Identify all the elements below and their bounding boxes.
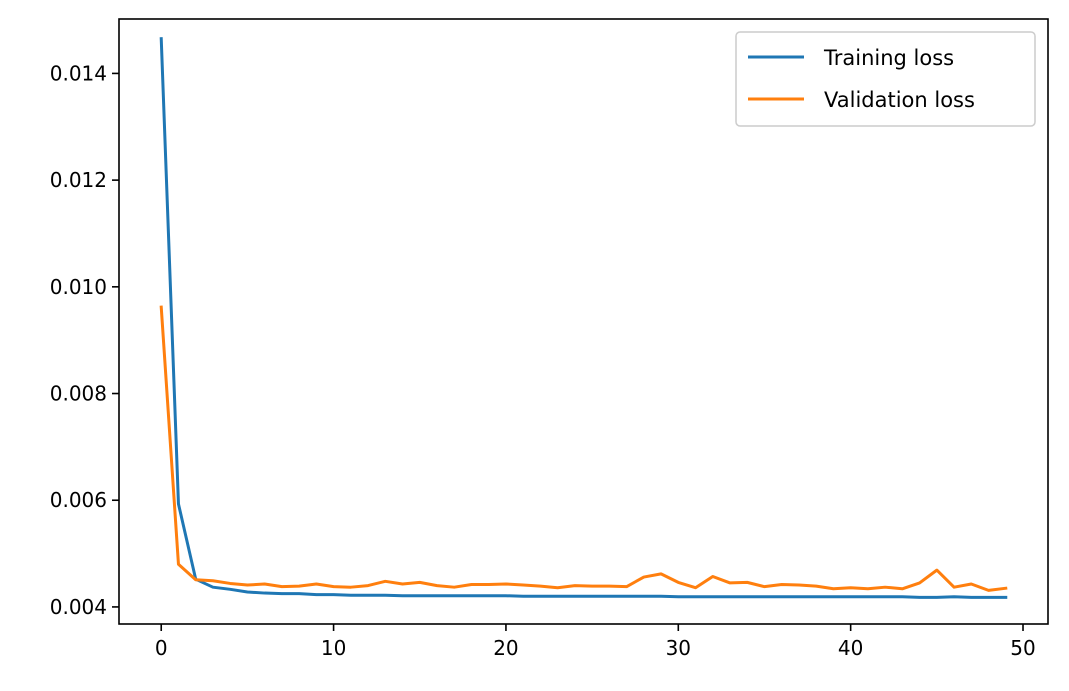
x-tick-label: 10 bbox=[321, 636, 346, 660]
legend-box bbox=[735, 31, 1036, 127]
x-tick-label: 30 bbox=[666, 636, 691, 660]
y-tick-label: 0.010 bbox=[50, 275, 107, 299]
legend-label-0: Training loss bbox=[823, 46, 954, 70]
legend-label-1: Validation loss bbox=[824, 88, 975, 112]
series-line-0 bbox=[159, 37, 1008, 599]
x-tick-label: 40 bbox=[838, 636, 863, 660]
y-tick-label: 0.006 bbox=[50, 488, 107, 512]
y-tick-label: 0.008 bbox=[50, 382, 107, 406]
plot-frame bbox=[118, 18, 1049, 625]
y-axis: 0.004 0.006 0.008 0.010 0.012 0.014 bbox=[50, 61, 119, 619]
y-tick-label: 0.004 bbox=[50, 595, 107, 619]
x-tick-label: 0 bbox=[155, 636, 168, 660]
legend: Training loss Validation loss bbox=[735, 31, 1036, 127]
y-tick-label: 0.014 bbox=[50, 61, 107, 85]
x-axis: 0 10 20 30 40 50 bbox=[155, 624, 1036, 660]
y-tick-label: 0.012 bbox=[50, 168, 107, 192]
x-tick-label: 20 bbox=[493, 636, 518, 660]
series-line-1 bbox=[159, 305, 1008, 592]
x-tick-label: 50 bbox=[1010, 636, 1035, 660]
